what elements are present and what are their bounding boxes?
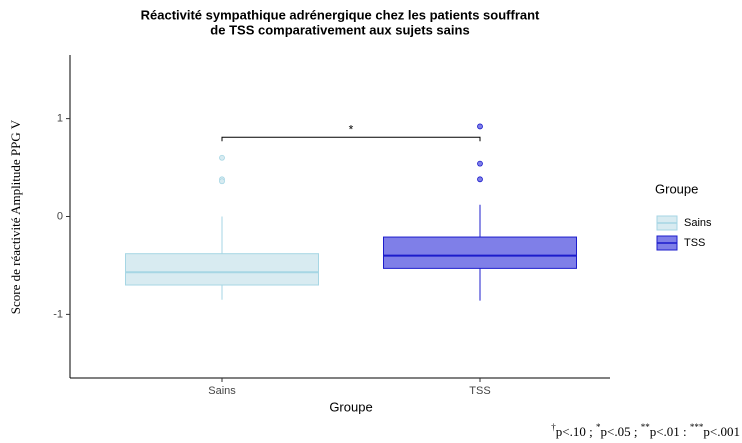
y-tick-label: 1	[57, 113, 63, 125]
outlier	[477, 123, 483, 130]
footnote-superscript: ***	[690, 422, 704, 432]
footnote-text: p<.001	[703, 424, 740, 439]
outlier	[477, 160, 483, 167]
footnote-text: p<.10 ;	[556, 424, 596, 439]
y-tick-label: -1	[53, 308, 63, 320]
outlier	[219, 154, 225, 161]
box	[383, 236, 577, 269]
significance-bracket	[221, 136, 481, 142]
significance-label: *	[349, 122, 354, 136]
footnote-superscript: †	[551, 422, 556, 432]
outlier	[477, 176, 483, 183]
footnote-text: p<.05 ;	[601, 424, 641, 439]
footnote-superscript: *	[596, 422, 601, 432]
footnote-superscript: **	[641, 422, 651, 432]
chart-title: Réactivité sympathique adrénergique chez…	[141, 7, 540, 22]
box	[125, 253, 319, 286]
footnote-text: p<.01 :	[650, 424, 690, 439]
x-tick-label: Sains	[208, 385, 236, 397]
outlier	[219, 178, 225, 185]
legend-label: Sains	[684, 217, 712, 229]
x-tick-label: TSS	[469, 385, 490, 397]
y-tick-label: 0	[57, 210, 63, 222]
legend-label: TSS	[684, 237, 705, 249]
legend-title: Groupe	[655, 181, 698, 196]
footnote: †p<.10 ; *p<.05 ; **p<.01 : ***p<.001	[551, 422, 740, 439]
y-axis-label: Score de réactivité Amplitude PPG V	[8, 119, 23, 314]
x-axis-label: Groupe	[329, 399, 372, 414]
chart-title: de TSS comparativement aux sujets sains	[210, 22, 469, 37]
